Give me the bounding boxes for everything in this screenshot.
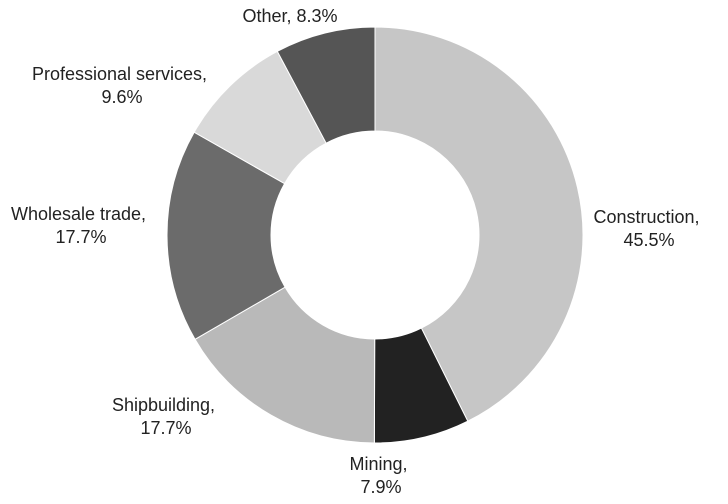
slice-label-construction-value: 45.5% xyxy=(623,230,674,250)
slice-shipbuilding xyxy=(194,286,376,444)
slice-label-shipbuilding: Shipbuilding, 17.7% xyxy=(112,395,220,438)
donut-slices xyxy=(166,26,584,444)
slice-label-shipbuilding-value: 17.7% xyxy=(140,418,191,438)
slice-label-construction: Construction, 45.5% xyxy=(593,207,704,250)
slice-label-professional-services: Professional services, 9.6% xyxy=(32,64,212,107)
slice-label-wholesale-trade-name: Wholesale trade, xyxy=(11,204,146,224)
slice-label-wholesale-trade: Wholesale trade, 17.7% xyxy=(11,204,151,247)
slice-label-mining: Mining, 7.9% xyxy=(349,454,412,497)
slice-wholesale-trade xyxy=(166,131,286,341)
slice-other xyxy=(276,26,376,144)
slice-labels: Construction, 45.5% Mining, 7.9% Shipbui… xyxy=(11,6,704,497)
slice-label-professional-services-name: Professional services, xyxy=(32,64,207,84)
slice-label-professional-services-value: 9.6% xyxy=(101,87,142,107)
slice-label-shipbuilding-name: Shipbuilding, xyxy=(112,395,215,415)
slice-label-other-name: Other, 8.3% xyxy=(242,6,337,26)
slice-label-mining-name: Mining, xyxy=(349,454,407,474)
slice-construction xyxy=(374,26,584,422)
slice-label-construction-name: Construction, xyxy=(593,207,699,227)
slice-label-other: Other, 8.3% xyxy=(242,6,337,26)
slice-label-mining-value: 7.9% xyxy=(360,477,401,497)
slice-label-wholesale-trade-value: 17.7% xyxy=(55,227,106,247)
